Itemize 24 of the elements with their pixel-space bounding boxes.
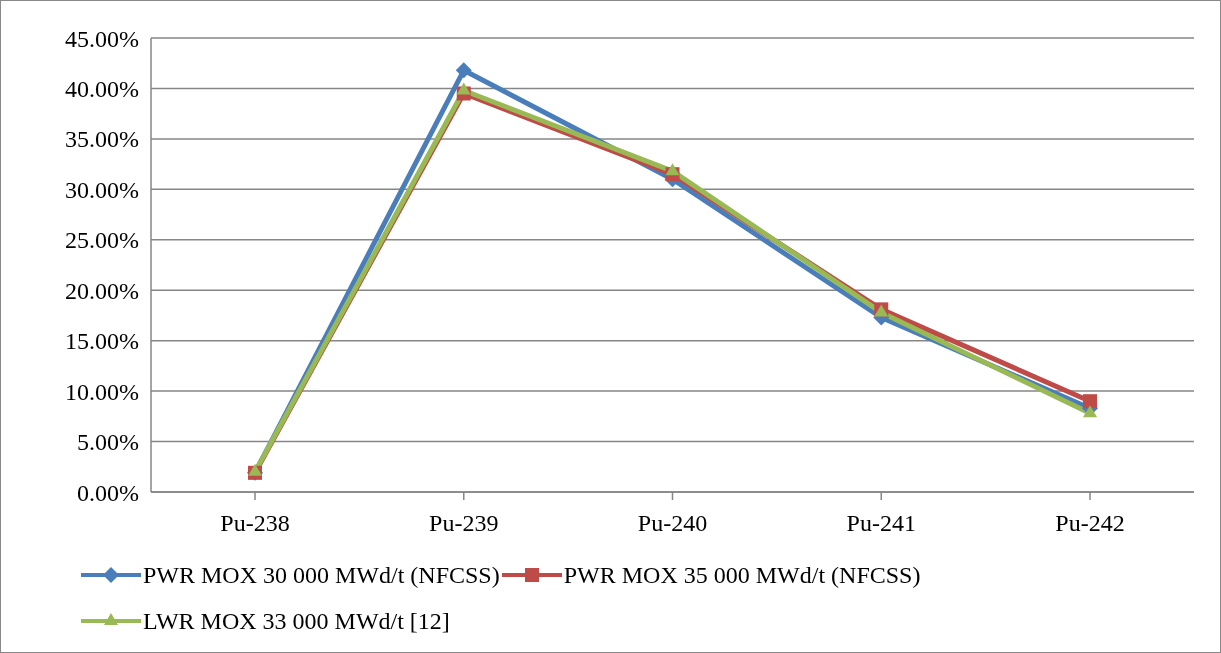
x-tick-label: Pu-238: [220, 510, 290, 537]
y-tick-label: 35.00%: [65, 126, 139, 153]
y-tick-label: 30.00%: [65, 176, 139, 203]
y-tick-label: 0.00%: [77, 479, 139, 506]
y-tick-label: 15.00%: [65, 328, 139, 355]
point: [248, 463, 262, 476]
point: [456, 82, 471, 95]
legend-label: PWR MOX 30 000 MWd/t (NFCSS): [143, 561, 500, 589]
point: [1083, 394, 1097, 409]
x-tick-label: Pu-242: [1055, 510, 1125, 537]
y-tick-label: 40.00%: [65, 75, 139, 102]
x-tick-label: Pu-240: [637, 510, 708, 537]
y-tick-label: 25.00%: [65, 227, 139, 254]
point: [455, 62, 472, 79]
legend-label: PWR MOX 35 000 MWd/t (NFCSS): [563, 561, 921, 589]
legend-label: LWR MOX 33 000 MWd/t [12]: [143, 607, 450, 635]
point: [665, 163, 680, 176]
point: [1083, 405, 1097, 418]
y-tick-label: 20.00%: [65, 277, 139, 304]
x-tick-label: Pu-239: [429, 510, 499, 537]
y-tick-label: 5.00%: [77, 429, 139, 456]
y-tick-label: 10.00%: [65, 378, 139, 405]
x-tick-label: Pu-241: [846, 510, 916, 537]
y-tick-label: 45.00%: [65, 25, 139, 52]
